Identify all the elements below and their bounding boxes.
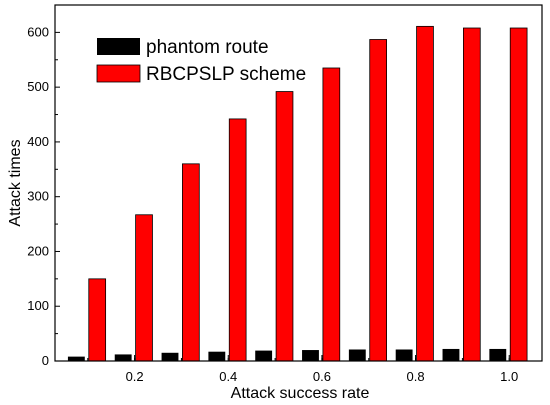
- y-tick-label: 600: [27, 24, 49, 39]
- bar-phantom-route-0.3: [161, 352, 179, 361]
- legend: phantom route RBCPSLP scheme: [96, 37, 306, 85]
- bar-rbcpslp-scheme-1: [509, 27, 528, 362]
- x-tick-label: 1.0: [500, 369, 518, 384]
- bar-rbcpslp-scheme-0.6: [322, 67, 341, 362]
- legend-swatch-phantom-route: [97, 38, 140, 55]
- y-tick-label: 100: [27, 298, 49, 313]
- bar-phantom-route-0.2: [114, 354, 132, 361]
- bar-rbcpslp-scheme-0.7: [369, 39, 387, 362]
- bar-phantom-route-0.9: [442, 348, 460, 361]
- bar-phantom-route-0.8: [395, 349, 413, 361]
- bar-rbcpslp-scheme-0.1: [88, 278, 107, 362]
- x-axis-title: Attack success rate: [231, 385, 370, 402]
- y-axis: 0 100 200 300 400 500 600: [27, 24, 60, 368]
- bar-rbcpslp-scheme-0.8: [416, 25, 434, 362]
- bar-rbcpslp-scheme-0.9: [462, 27, 481, 362]
- y-axis-title: Attack times: [7, 139, 24, 226]
- y-tick-label: 200: [27, 243, 49, 258]
- legend-swatch-rbcpslp-scheme: [96, 64, 141, 83]
- legend-label-rbcpslp-scheme: RBCPSLP scheme: [146, 64, 306, 85]
- bar-phantom-route-0.4: [208, 351, 226, 361]
- bar-phantom-route-0.5: [255, 350, 273, 361]
- bar-phantom-route-0.1: [67, 356, 85, 361]
- bar-phantom-route-0.6: [302, 350, 319, 361]
- bar-rbcpslp-scheme-0.4: [228, 118, 247, 362]
- y-tick-label: 0: [42, 353, 49, 368]
- x-tick-label: 0.6: [313, 369, 331, 384]
- x-tick-label: 0.4: [219, 369, 237, 384]
- bar-phantom-route-0.7: [348, 349, 366, 361]
- bar-rbcpslp-scheme-0.3: [182, 163, 200, 362]
- plot-frame: [54, 4, 543, 362]
- y-tick-label: 400: [27, 134, 49, 149]
- x-tick-label: 0.2: [126, 369, 144, 384]
- bar-rbcpslp-scheme-0.2: [135, 214, 153, 362]
- x-tick-label: 0.8: [407, 369, 425, 384]
- legend-label-phantom-route: phantom route: [146, 37, 269, 58]
- bars-group: [67, 25, 528, 362]
- y-tick-label: 500: [27, 79, 49, 94]
- y-tick-label: 300: [27, 189, 49, 204]
- bar-rbcpslp-scheme-0.5: [275, 91, 294, 362]
- bar-phantom-route-1: [489, 348, 507, 361]
- x-axis: 0.2 0.4 0.6 0.8 1.0: [87, 355, 518, 384]
